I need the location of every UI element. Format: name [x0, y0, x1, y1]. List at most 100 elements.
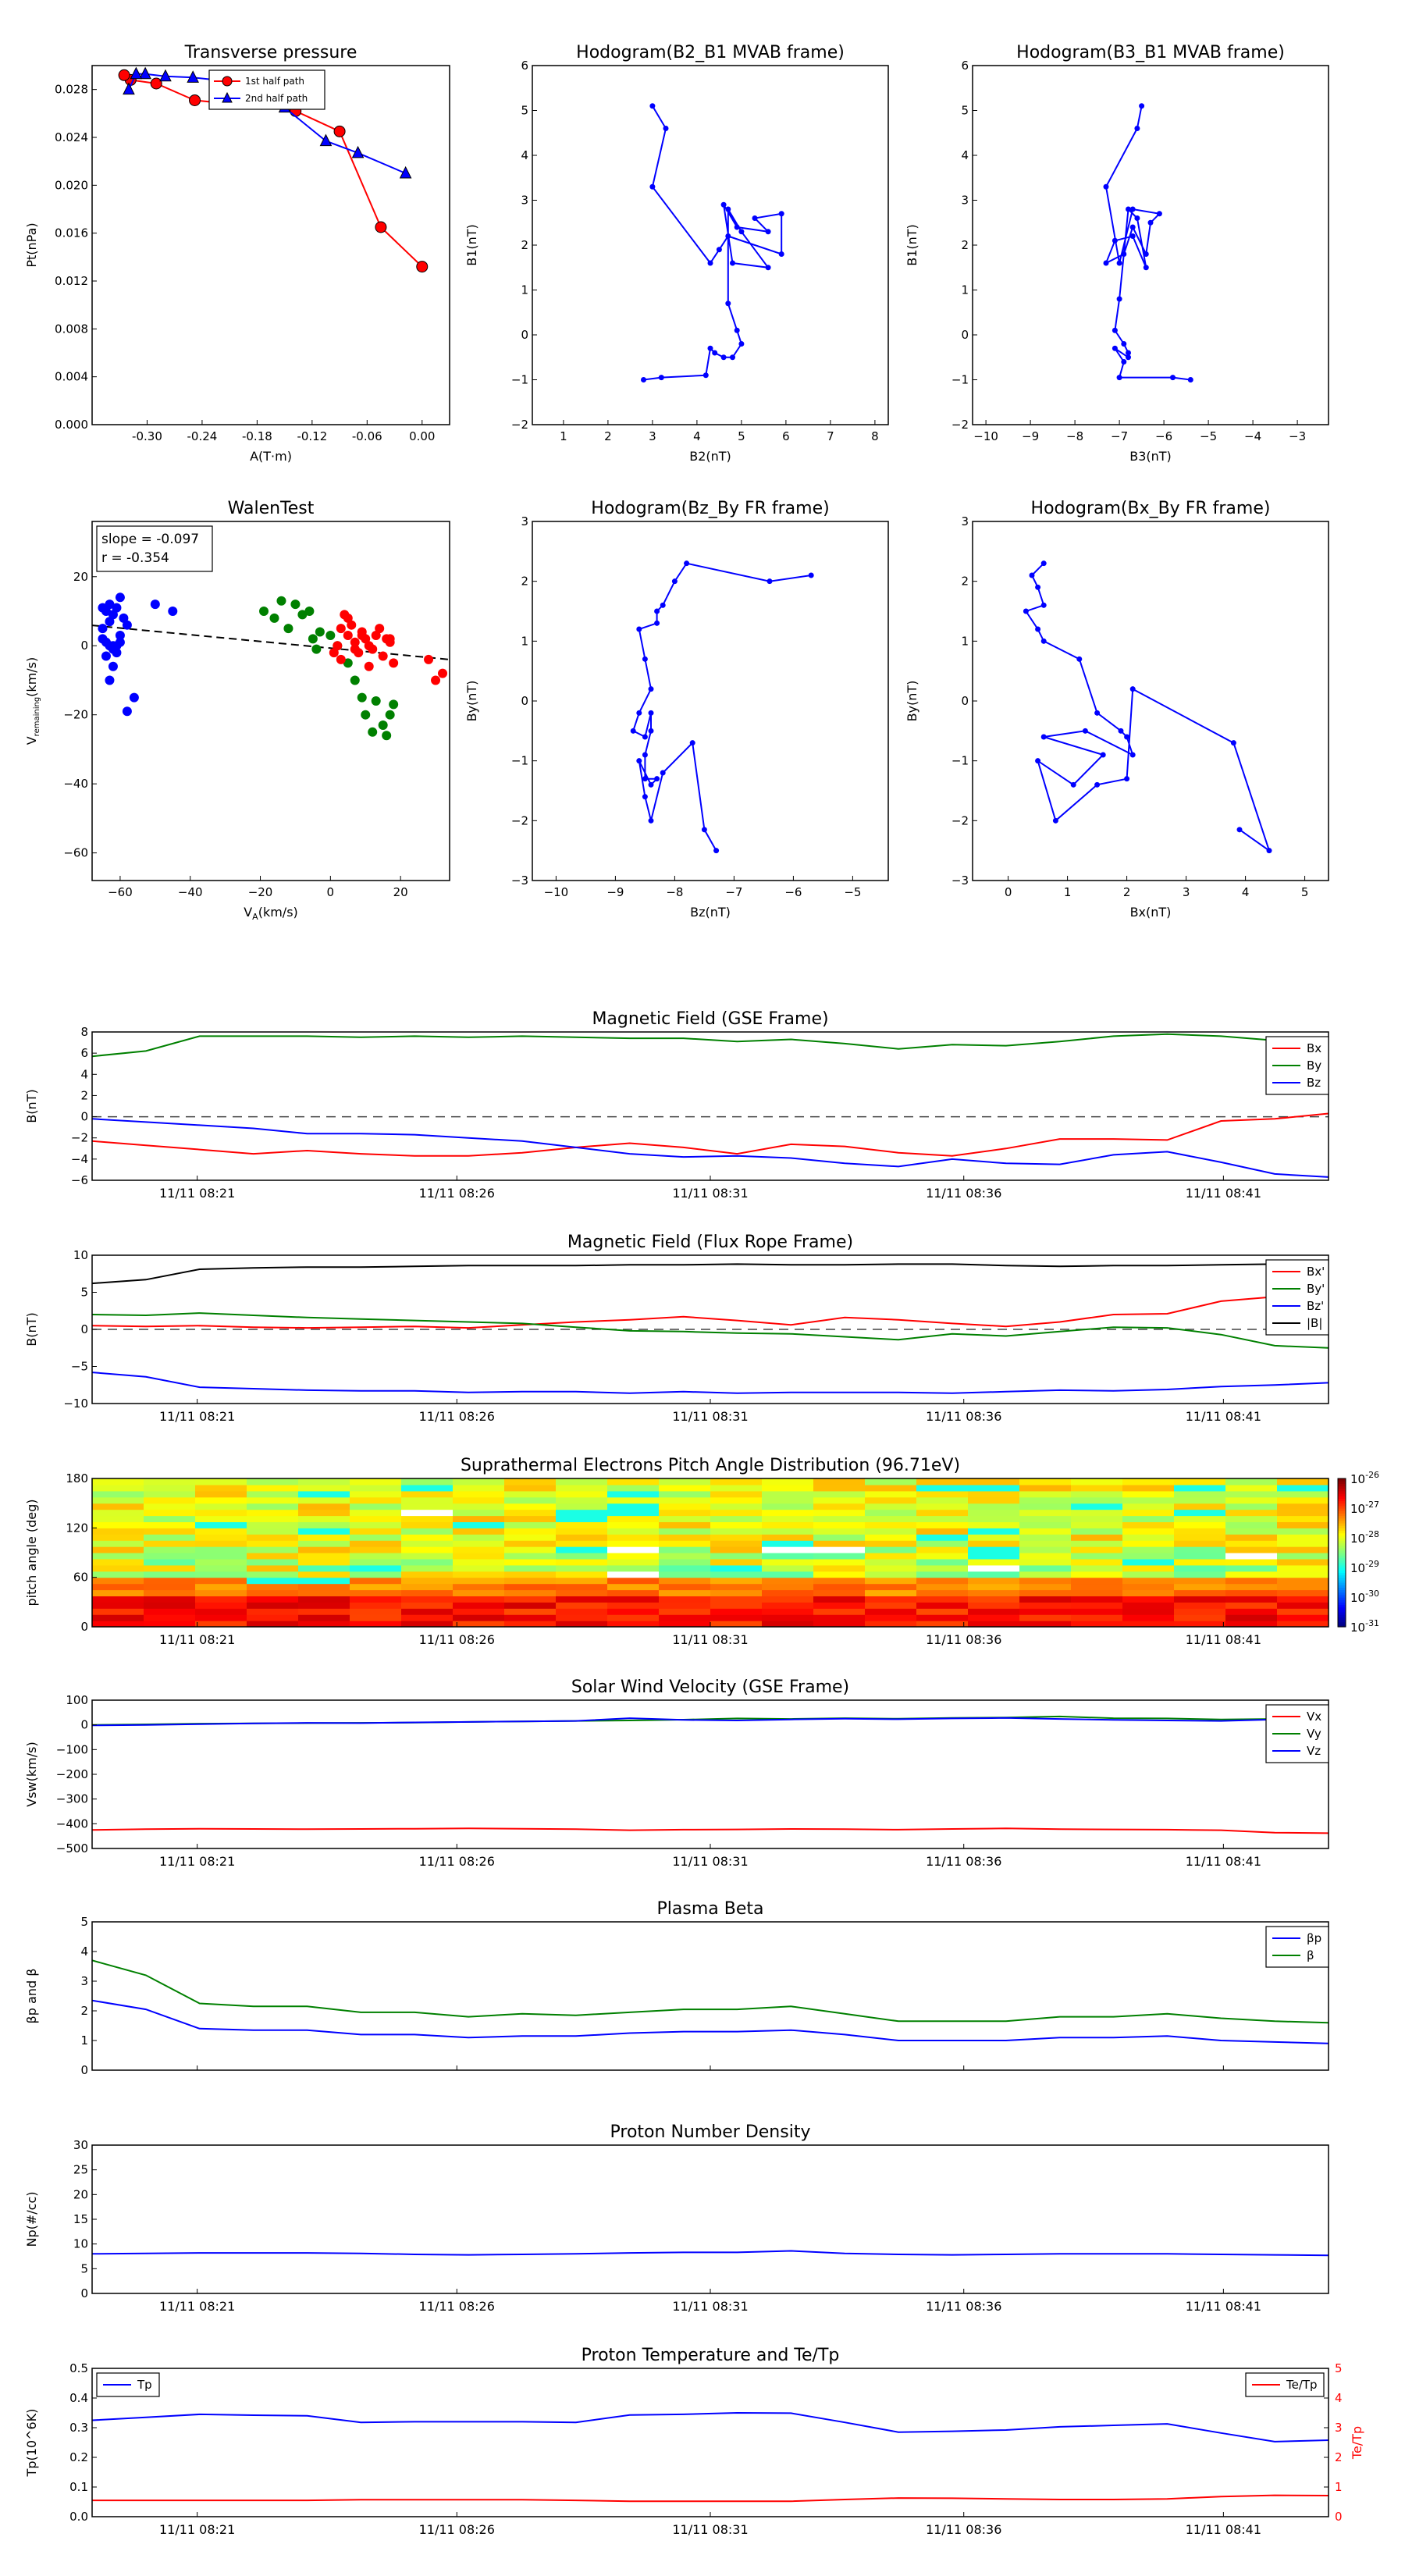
heatmap-cell	[350, 1583, 402, 1591]
heatmap-cell	[1019, 1503, 1072, 1510]
heatmap-cell	[504, 1509, 557, 1517]
heatmap-cell	[1225, 1553, 1278, 1560]
heatmap-cell	[607, 1509, 660, 1517]
heatmap-cell	[92, 1596, 144, 1603]
heatmap-cell	[556, 1564, 608, 1572]
heatmap-cell	[504, 1621, 557, 1628]
heatmap-cell	[195, 1503, 247, 1510]
heatmap-cell	[1071, 1602, 1123, 1609]
heatmap-cell	[865, 1503, 917, 1510]
colorbar-step	[1338, 1606, 1346, 1610]
heatmap-cell	[1225, 1528, 1278, 1535]
colorbar-tick-exp: -29	[1365, 1559, 1379, 1569]
y-tick-label: −5	[71, 1360, 88, 1374]
time-tick-label: 11/11 08:31	[672, 1632, 748, 1647]
heatmap-cell	[144, 1589, 196, 1597]
data-point	[1035, 758, 1041, 764]
data-point	[1134, 215, 1140, 221]
heatmap-cell	[298, 1564, 350, 1572]
y-tick-label: 20	[73, 2187, 88, 2201]
y-tick-label: 3	[521, 194, 528, 208]
data-point	[1121, 359, 1127, 365]
y-tick-label: −200	[56, 1767, 88, 1781]
heatmap-cell	[813, 1571, 866, 1578]
heatmap-cell	[298, 1553, 350, 1560]
colorbar-step	[1338, 1564, 1346, 1568]
heatmap-cell	[350, 1596, 402, 1603]
panel-proton-temp: 0.0 0.1 0.2 0.3 0.4 0.5 0 1 2 3 4 5 11/11 08:21 11/11…	[24, 2346, 1364, 2537]
heatmap-cell	[813, 1583, 866, 1591]
heatmap-cell	[144, 1577, 196, 1585]
plot-area	[630, 560, 814, 854]
heatmap-cell	[916, 1577, 969, 1585]
heatmap-cell	[1225, 1614, 1278, 1621]
legend-label: Vy	[1307, 1727, 1321, 1741]
data-point	[734, 327, 740, 333]
y-tick-label: −1	[511, 754, 528, 768]
legend-label: 2nd half path	[245, 93, 308, 104]
heatmap-cell	[298, 1577, 350, 1585]
y-tick-label: 25	[73, 2163, 88, 2177]
data-point	[108, 644, 118, 654]
heatmap-cell	[453, 1534, 505, 1541]
heatmap-cell	[195, 1546, 247, 1553]
colorbar-step	[1338, 1525, 1346, 1528]
heatmap-cell	[1174, 1540, 1226, 1547]
heatmap-cell	[1174, 1496, 1226, 1504]
heatmap-cell	[1174, 1509, 1226, 1517]
heatmap-cell	[968, 1621, 1020, 1628]
x-tick-label: −7	[1111, 429, 1128, 443]
heatmap-cell	[556, 1490, 608, 1498]
heatmap-cell	[916, 1534, 969, 1541]
heatmap-cell	[350, 1602, 402, 1609]
data-point	[1094, 781, 1101, 788]
heatmap-cell	[1071, 1509, 1123, 1517]
heatmap-cell	[298, 1602, 350, 1609]
y-tick-label: 0	[80, 2286, 88, 2300]
colorbar-step	[1338, 1609, 1346, 1613]
data-point	[752, 215, 758, 221]
heatmap-cell	[865, 1583, 917, 1591]
y-tick-label: −300	[56, 1792, 88, 1806]
legend: Bx By Bz	[1265, 1036, 1329, 1095]
heatmap-cell	[1174, 1608, 1226, 1615]
colorbar-step	[1338, 1493, 1346, 1496]
data-point	[269, 613, 279, 623]
heatmap-cell	[865, 1534, 917, 1541]
heatmap-cell	[453, 1577, 505, 1585]
legend-label: Vz	[1307, 1744, 1321, 1758]
heatmap-cell	[1277, 1614, 1329, 1621]
series-line	[92, 2494, 1329, 2503]
heatmap-cell	[556, 1546, 608, 1553]
heatmap-cell	[1277, 1528, 1329, 1535]
colorbar-step	[1338, 1517, 1346, 1521]
data-point	[382, 731, 392, 741]
heatmap-cell	[1122, 1577, 1175, 1585]
x-axis-label: B2(nT)	[689, 449, 731, 464]
data-point	[105, 675, 115, 685]
heatmap-cell	[1225, 1484, 1278, 1492]
panel-pad: 0 60 120 180 11/11 08:21 11/11 08:26 11/11 08:…	[24, 1456, 1379, 1647]
heatmap-cell	[865, 1558, 917, 1566]
heatmap-cell	[1071, 1596, 1123, 1603]
legend-label: By	[1307, 1059, 1321, 1073]
heatmap-cell	[659, 1583, 711, 1591]
data-point	[1139, 103, 1145, 109]
y-tick-label: 100	[66, 1693, 88, 1707]
heatmap-cell	[607, 1614, 660, 1621]
heatmap-cell	[659, 1577, 711, 1585]
time-tick-label: 11/11 08:26	[419, 1632, 495, 1647]
x-tick-label: 2	[1123, 885, 1131, 899]
heatmap-cell	[144, 1534, 196, 1541]
heatmap-cell	[1122, 1478, 1175, 1485]
heatmap-cell	[1071, 1540, 1123, 1547]
heatmap-cell	[1071, 1558, 1123, 1566]
chart-title: Hodogram(B2_B1 MVAB frame)	[576, 43, 845, 62]
y-tick-label: 0	[80, 1620, 88, 1634]
heatmap-cell	[1122, 1528, 1175, 1535]
colorbar-step	[1338, 1478, 1346, 1482]
y-tick-label: −1	[511, 373, 528, 387]
heatmap-cell	[298, 1614, 350, 1621]
heatmap-cell	[1174, 1534, 1226, 1541]
heatmap-cell	[762, 1484, 814, 1492]
